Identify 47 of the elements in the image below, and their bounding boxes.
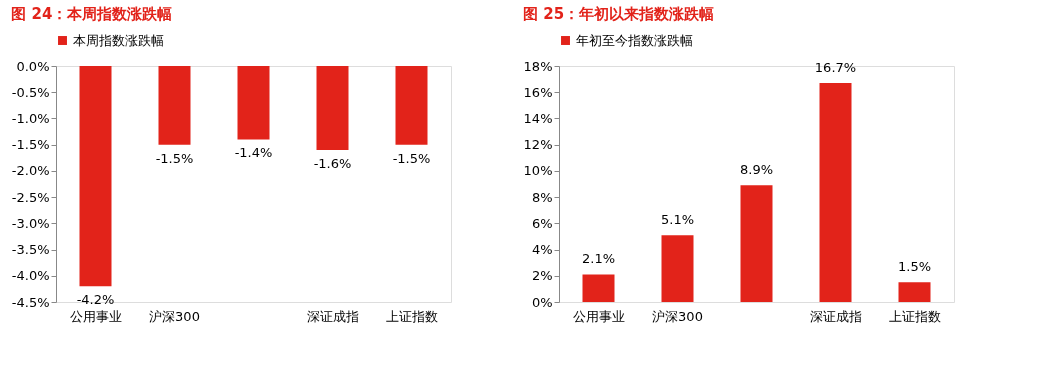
- y-tick-label: -2.0%: [11, 163, 50, 179]
- text: 2.1%: [581, 251, 616, 267]
- y-tick-label: -3.0%: [11, 215, 50, 231]
- y-tick-label: -4.0%: [11, 268, 50, 284]
- x-tick-label: 沪深300: [652, 308, 703, 324]
- x-tick-label: 深证成指: [306, 308, 359, 324]
- x-tick-label: 公用事业: [572, 308, 625, 324]
- legend-label: 年初至今指数涨跌幅: [576, 32, 693, 48]
- text: -1.6%: [313, 155, 352, 171]
- bar: [661, 235, 694, 302]
- bar: [898, 282, 931, 302]
- text: -1.4%: [234, 145, 273, 161]
- y-tick-label: -0.5%: [11, 84, 50, 100]
- legend-label: 本周指数涨跌幅: [73, 32, 164, 48]
- y-tick-label: -1.5%: [11, 137, 50, 153]
- text: 5.1%: [660, 212, 695, 228]
- x-tick-label: 深证成指: [809, 308, 862, 324]
- y-tick-label: 8%: [531, 189, 553, 205]
- y-tick-label: -2.5%: [11, 189, 50, 205]
- y-tick-label: 14%: [523, 110, 553, 126]
- x-tick-label: 公用事业: [69, 308, 122, 324]
- y-tick-label: -1.0%: [11, 110, 50, 126]
- bar: [740, 185, 773, 302]
- text: 1.5%: [897, 259, 932, 275]
- y-tick-label: 6%: [531, 215, 553, 231]
- y-tick-label: 2%: [531, 268, 553, 284]
- text: -4.2%: [76, 292, 115, 308]
- y-tick-label: 12%: [523, 137, 553, 153]
- y-tick-label: 4%: [531, 242, 553, 258]
- text: -1.5%: [392, 150, 431, 166]
- text: 16.7%: [814, 60, 857, 76]
- y-tick-label: -3.5%: [11, 242, 50, 258]
- chart-title: 图 24：本周指数涨跌幅: [11, 5, 173, 23]
- x-tick-label: 上证指数: [385, 308, 438, 324]
- text: -1.5%: [155, 150, 194, 166]
- chart-title: 图 25：年初以来指数涨跌幅: [523, 5, 715, 23]
- x-tick-label: 沪深300: [149, 308, 200, 324]
- x-tick-label: 上证指数: [888, 308, 941, 324]
- y-tick-label: -4.5%: [11, 294, 50, 310]
- bar: [819, 83, 852, 302]
- y-tick-label: 0.0%: [16, 58, 50, 74]
- text: 8.9%: [739, 162, 774, 178]
- y-tick-label: 16%: [523, 84, 553, 100]
- y-tick-label: 0%: [531, 294, 553, 310]
- y-tick-label: 10%: [523, 163, 553, 179]
- y-tick-label: 18%: [523, 58, 553, 74]
- bar: [582, 274, 615, 302]
